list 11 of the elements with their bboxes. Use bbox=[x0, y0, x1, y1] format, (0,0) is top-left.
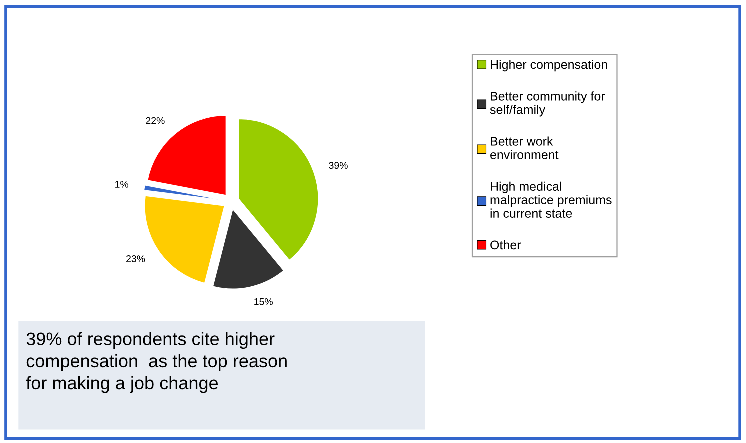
legend-label: Higher compensation bbox=[491, 60, 608, 72]
legend-label: High medical malpractice premiums in current state bbox=[490, 182, 612, 218]
legend-label: Better work environment bbox=[490, 136, 559, 160]
data-label: 23% bbox=[126, 256, 146, 262]
data-label: 1% bbox=[116, 181, 129, 188]
text: 39% of respondents cite higher compensation as the top reason for making a job change bbox=[26, 332, 287, 394]
legend-label: Other bbox=[490, 240, 522, 250]
data-label: 22% bbox=[146, 117, 165, 124]
legend-label: Better community for self/family bbox=[490, 92, 606, 117]
data-label: 15% bbox=[254, 298, 273, 306]
data-label: 39% bbox=[329, 162, 348, 170]
